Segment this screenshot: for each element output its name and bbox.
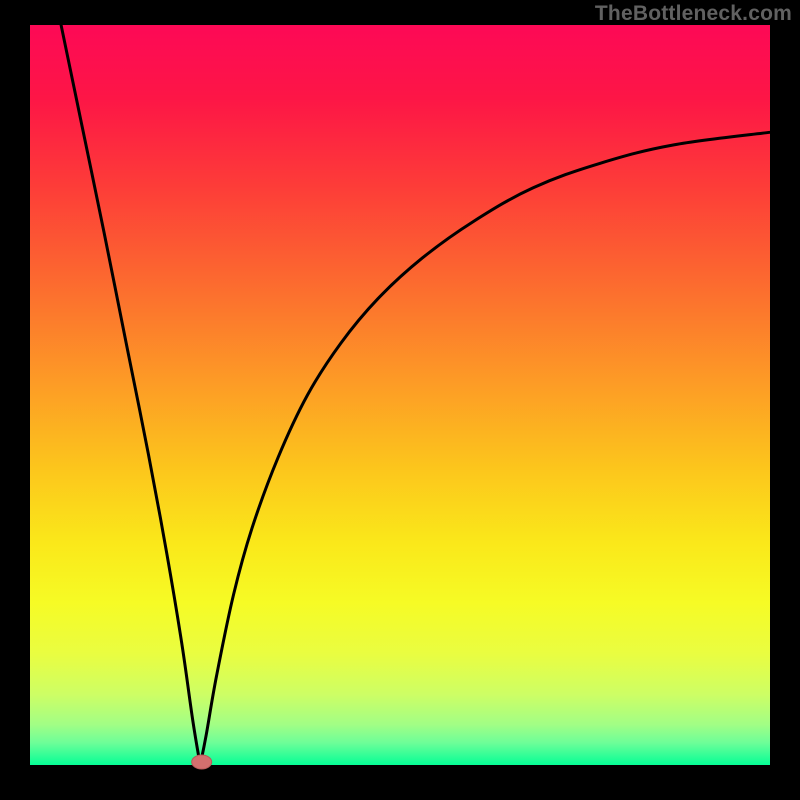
chart-gradient-bg (30, 25, 770, 765)
watermark-text: TheBottleneck.com (595, 2, 792, 26)
chart-frame: TheBottleneck.com (0, 0, 800, 800)
bottleneck-chart (0, 0, 800, 800)
optimal-point-marker (192, 755, 212, 769)
